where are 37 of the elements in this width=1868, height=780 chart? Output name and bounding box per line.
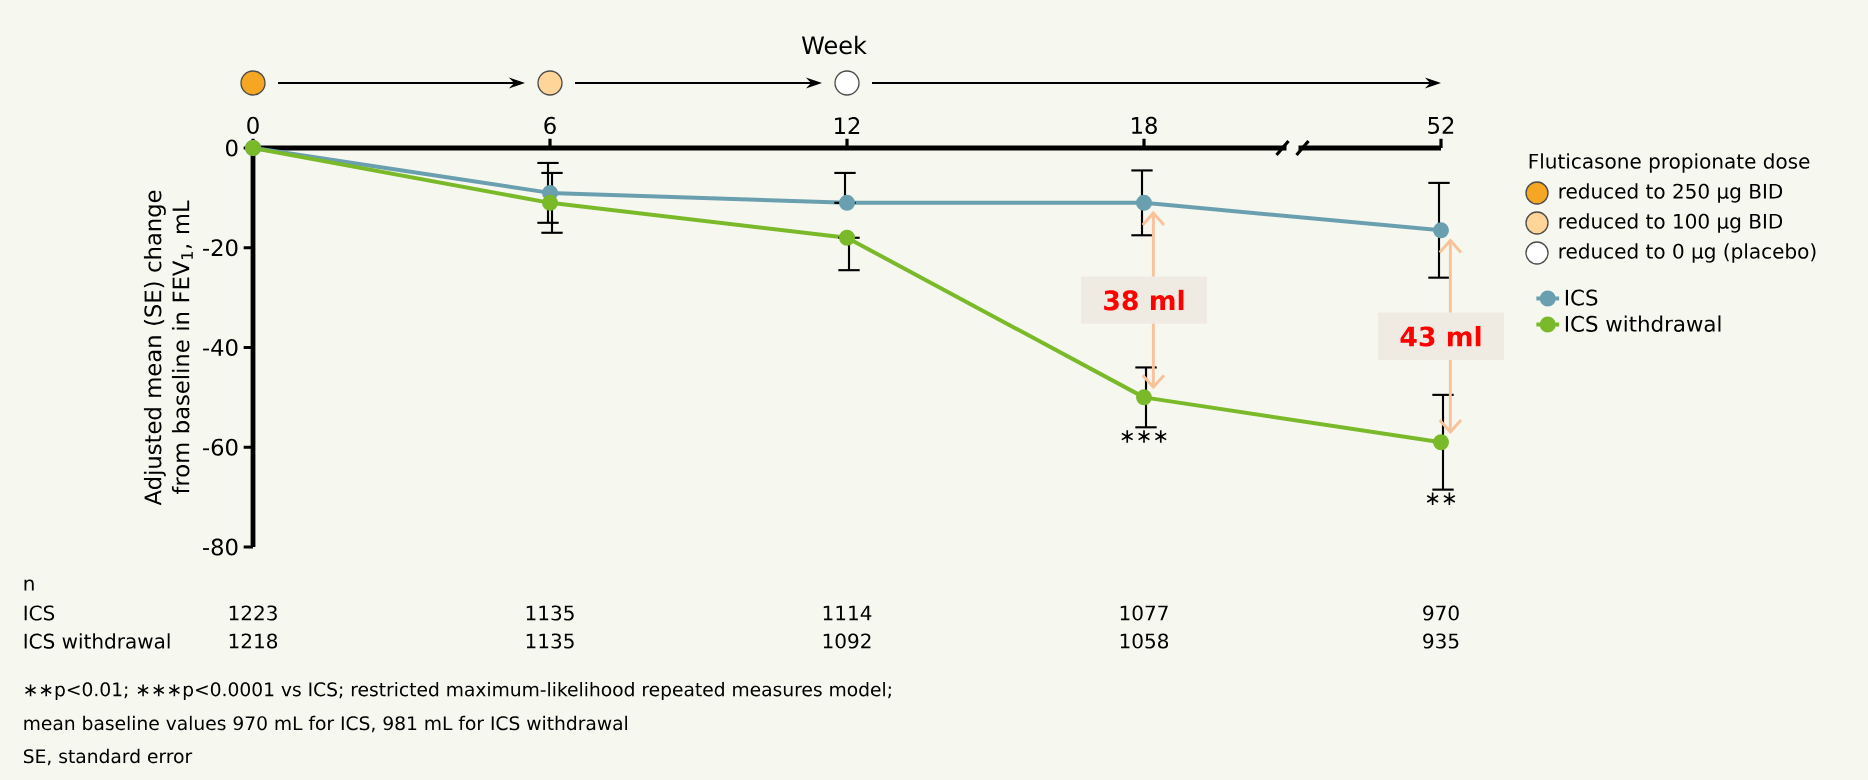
text: 970 (1423, 605, 1459, 621)
x-tick-label: 6 (544, 116, 556, 134)
annotation: ∗∗∗ (1121, 430, 1167, 443)
y-tick-label: 0 (226, 139, 238, 157)
annotation: ∗∗ (1426, 492, 1456, 506)
y-tick-label: -80 (203, 538, 238, 556)
text: 1223 (229, 605, 277, 621)
x-tick-label: 18 (1132, 116, 1157, 134)
text: 1135 (526, 605, 574, 621)
text: reduced to 250 µg BID (1559, 183, 1783, 203)
annotation: 38 ml (1104, 289, 1184, 311)
text: reduced to 100 µg BID (1559, 213, 1783, 233)
text: SE, standard error (23, 748, 193, 766)
text: mean baseline values 970 mL for ICS, 981 mL for ICS withdrawal (24, 715, 627, 733)
x-tick-label: 0 (247, 116, 259, 134)
x-tick-label: 12 (835, 117, 860, 134)
y-tick-label: -40 (203, 338, 238, 357)
x-tick-label: 52 (1428, 116, 1454, 134)
text: 1092 (823, 633, 871, 649)
text: ∗∗p<0.01; ∗∗∗p<0.0001 vs ICS; restricted maximum-likelihood repeated measures model; (25, 681, 891, 701)
legend-title: Fluticasone propionate dose (1529, 153, 1810, 173)
legend-label: ICS (1565, 289, 1598, 306)
y-tick-label: -60 (203, 438, 238, 456)
annotation: 43 ml (1400, 325, 1481, 347)
text: ICS withdrawal (24, 633, 170, 649)
legend-label: ICS withdrawal (1565, 315, 1721, 332)
text: 1058 (1120, 633, 1169, 649)
text: 1135 (526, 633, 574, 649)
text: Week (801, 35, 867, 55)
text: ICS (24, 605, 55, 621)
text: n (24, 579, 34, 591)
text: 1114 (823, 605, 872, 621)
text: 1077 (1120, 605, 1168, 621)
text: 935 (1423, 633, 1459, 649)
y-tick-label: -20 (203, 239, 238, 257)
text: reduced to 0 µg (placebo) (1559, 243, 1816, 263)
text: 1218 (229, 633, 278, 649)
